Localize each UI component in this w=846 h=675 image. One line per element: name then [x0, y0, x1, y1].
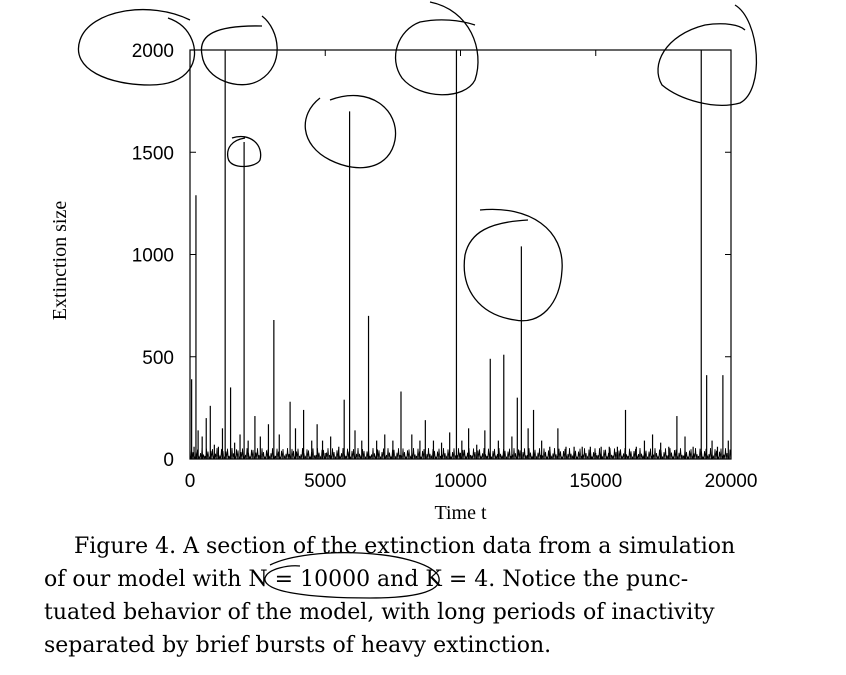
caption-line: Figure 4. A section of the extinction da… — [74, 534, 736, 559]
y-tick-label: 1500 — [132, 143, 174, 164]
x-tick-label: 15000 — [569, 471, 622, 492]
y-tick-label: 1000 — [132, 246, 174, 267]
caption-line: tuated behavior of the model, with long … — [44, 600, 715, 625]
plot-area: 0 5000 10000 15000 20000 0 500 1000 1500 2000 Time… — [49, 41, 757, 524]
x-tick-label: 0 — [185, 471, 196, 492]
annotation-circle — [657, 4, 757, 106]
figure-caption: Figure 4. A section of the extinction da… — [44, 530, 804, 662]
x-tick-label: 20000 — [705, 471, 758, 492]
annotation-circle — [77, 8, 196, 86]
x-tick-label: 10000 — [434, 471, 487, 492]
y-tick-label: 0 — [163, 450, 174, 471]
caption-line: of our model with N = 10000 and K = 4. N… — [44, 567, 689, 592]
extinction-chart: 0 5000 10000 15000 20000 0 500 1000 1500 2000 Time… — [49, 1, 757, 524]
annotation-circle — [394, 1, 479, 96]
caption-line: separated by brief bursts of heavy extin… — [44, 633, 552, 658]
plot-frame — [189, 49, 732, 460]
annotation-circle — [226, 135, 262, 168]
annotation-circle — [200, 15, 278, 86]
handwritten-annotations — [77, 1, 757, 322]
annotation-circle — [463, 208, 563, 322]
y-tick-label: 500 — [142, 348, 174, 369]
x-tick-label: 5000 — [304, 471, 346, 492]
annotation-circle — [304, 94, 397, 169]
y-axis-label: Extinction size — [49, 201, 71, 321]
y-tick-label: 2000 — [132, 41, 174, 62]
x-axis-label: Time t — [434, 502, 487, 524]
